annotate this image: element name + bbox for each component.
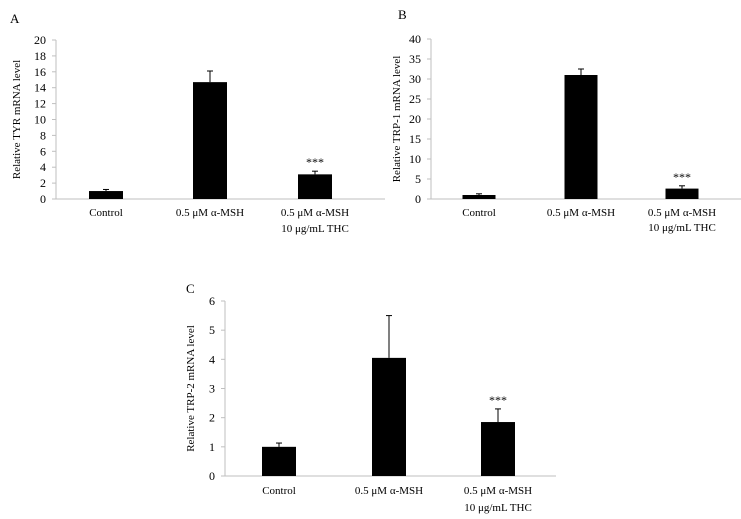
y-tick-label: 12	[34, 97, 46, 111]
category-label: 0.5 μM α-MSH	[648, 207, 716, 219]
y-tick-label: 14	[34, 81, 46, 95]
panel-label: A	[10, 11, 20, 26]
bar	[564, 75, 598, 199]
y-tick-label: 4	[209, 352, 215, 366]
category-label: 10 μg/mL THC	[281, 223, 349, 235]
significance-label: ***	[306, 155, 324, 169]
y-tick-label: 25	[409, 92, 421, 106]
bar	[481, 422, 515, 476]
y-tick-label: 0	[40, 192, 46, 206]
y-tick-label: 20	[409, 112, 421, 126]
y-axis-title: Relative TYR mRNA level	[11, 60, 23, 179]
category-label: 0.5 μM α-MSH	[281, 207, 349, 219]
y-tick-label: 16	[34, 65, 46, 79]
chart-panel-b: B Relative TRP-1 mRNA level 0 5 10 15 20 25 30 35…	[391, 7, 741, 234]
category-label: Control	[462, 207, 496, 219]
y-tick-label: 5	[209, 323, 215, 337]
panel-label: C	[186, 281, 195, 296]
y-tick-label: 1	[209, 440, 215, 454]
y-tick-label: 6	[40, 144, 46, 158]
category-label: 0.5 μM α-MSH	[355, 485, 423, 497]
y-tick-label: 3	[209, 382, 215, 396]
y-tick-label: 40	[409, 32, 421, 46]
y-tick-label: 5	[415, 172, 421, 186]
bar	[193, 82, 227, 199]
category-label: 0.5 μM α-MSH	[547, 207, 615, 219]
category-label: Control	[89, 207, 123, 219]
category-label: 10 μg/mL THC	[464, 502, 532, 514]
y-tick-label: 35	[409, 52, 421, 66]
chart-panel-a: A Relative TYR mRNA level 0 2 4 6 810 12 14 16 18 2…	[10, 11, 385, 235]
y-tick-label: 6	[209, 294, 215, 308]
y-tick-label: 4	[40, 160, 46, 174]
y-tick-label: 15	[409, 132, 421, 146]
category-label: 0.5 μM α-MSH	[464, 485, 532, 497]
y-tick-label: 30	[409, 72, 421, 86]
y-axis-title: Relative TRP-1 mRNA level	[391, 56, 403, 183]
y-tick-label: 0	[415, 192, 421, 206]
y-tick-label: 0	[209, 469, 215, 483]
significance-label: ***	[673, 170, 691, 184]
y-tick-label: 2	[209, 411, 215, 425]
y-axis-title: Relative TRP-2 mRNA level	[185, 325, 197, 452]
y-tick-label: 2	[40, 176, 46, 190]
y-tick-label: 10	[409, 152, 421, 166]
category-label: Control	[262, 485, 296, 497]
significance-label: ***	[489, 393, 507, 407]
y-tick-label: 18	[34, 49, 46, 63]
bar	[298, 174, 332, 199]
category-label: 0.5 μM α-MSH	[176, 207, 244, 219]
y-tick-label: 20	[34, 33, 46, 47]
bar	[462, 195, 496, 199]
chart-panel-c: C Relative TRP-2 mRNA level 0 1 2 3 4 5 6 Control…	[185, 281, 556, 514]
y-tick-label: 10	[34, 113, 46, 127]
bar	[665, 188, 699, 199]
y-tick-label: 8	[40, 128, 46, 142]
panel-label: B	[398, 7, 407, 22]
bar	[89, 191, 123, 199]
category-label: 10 μg/mL THC	[648, 222, 716, 234]
bar	[262, 446, 296, 476]
bar	[372, 357, 406, 476]
